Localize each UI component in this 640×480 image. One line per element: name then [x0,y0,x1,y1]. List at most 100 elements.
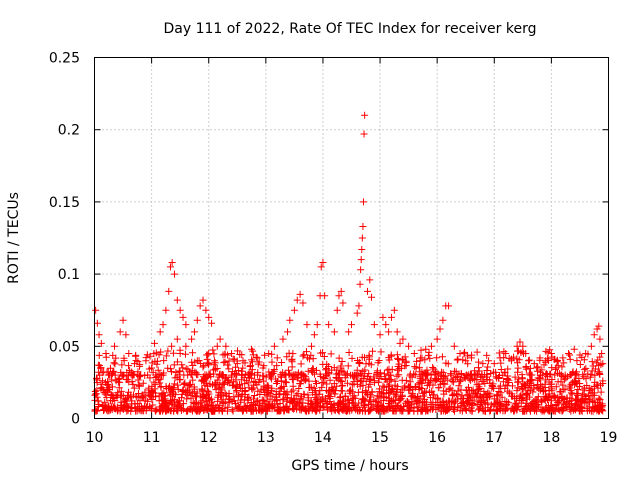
data-point [182,342,190,350]
band-point [539,371,547,379]
data-point [290,306,298,314]
band-point [176,375,184,383]
band-point [189,404,197,412]
band-point [535,375,543,383]
band-point [247,362,255,370]
band-point [171,374,179,382]
plot-frame [94,57,609,419]
band-point [567,387,575,395]
band-point [122,394,130,402]
band-point [566,405,574,413]
data-point [170,270,178,278]
band-point [486,376,494,384]
data-point [367,293,375,301]
band-point [268,369,276,377]
band-point [413,403,421,411]
y-tick-label: 0.2 [58,123,80,139]
band-point [575,383,583,391]
band-point [454,387,462,395]
band-point [420,392,428,400]
band-point [533,364,541,372]
band-point [582,364,590,372]
band-point [572,379,580,387]
band-point [164,364,172,372]
band-point [253,371,261,379]
band-point [499,371,507,379]
band-point [111,360,119,368]
band-point [450,367,458,375]
band-point [415,363,423,371]
data-point [116,328,124,336]
y-tick-label: 0.05 [49,339,80,355]
band-point [554,362,562,370]
band-point [325,363,333,371]
band-point [514,364,522,372]
band-point [589,362,597,370]
data-point [553,357,561,365]
band-point [567,370,575,378]
band-point [239,364,247,372]
grid [94,57,609,419]
band-point [201,394,209,402]
band-point [454,404,462,412]
band-point [555,406,563,414]
data-point [193,357,201,365]
band-point [525,356,533,364]
data-point [467,354,475,362]
band-point [558,363,566,371]
band-point [300,390,308,398]
data-point [370,321,378,329]
band-point [384,382,392,390]
band-point [183,395,191,403]
data-point [142,357,150,365]
band-point [443,399,451,407]
band-point [103,381,111,389]
band-point [594,402,602,410]
band-point [166,389,174,397]
band-point [295,400,303,408]
band-point [373,367,381,375]
band-point [221,350,229,358]
data-point [490,360,498,368]
band-point [447,370,455,378]
band-point [596,353,604,361]
band-point [365,370,373,378]
band-point [292,403,300,411]
band-point [454,373,462,381]
band-point [258,396,266,404]
band-point [108,391,116,399]
data-point [363,287,371,295]
band-point [497,365,505,373]
data-point [317,263,325,271]
data-point [359,222,367,230]
band-point [433,354,441,362]
data-point [439,316,447,324]
data-point [190,328,198,336]
band-point [148,406,156,414]
band-point [440,387,448,395]
data-point [119,316,127,324]
band-point [319,379,327,387]
band-point [389,386,397,394]
band-point [344,362,352,370]
band-point [290,404,298,412]
data-point [387,313,395,321]
band-point [504,365,512,373]
band-point [241,390,249,398]
band-point [297,403,305,411]
x-tick-label: 18 [542,430,560,446]
band-point [176,368,184,376]
band-point [279,396,287,404]
band-point [580,366,588,374]
band-point [228,406,236,414]
band-point [238,351,246,359]
data-point [95,331,103,339]
band-point [362,360,370,368]
band-point [181,350,189,358]
data-point [330,328,338,336]
band-point [309,355,317,363]
band-point [188,367,196,375]
band-point [167,391,175,399]
data-point [450,342,458,350]
data-point [313,321,321,329]
